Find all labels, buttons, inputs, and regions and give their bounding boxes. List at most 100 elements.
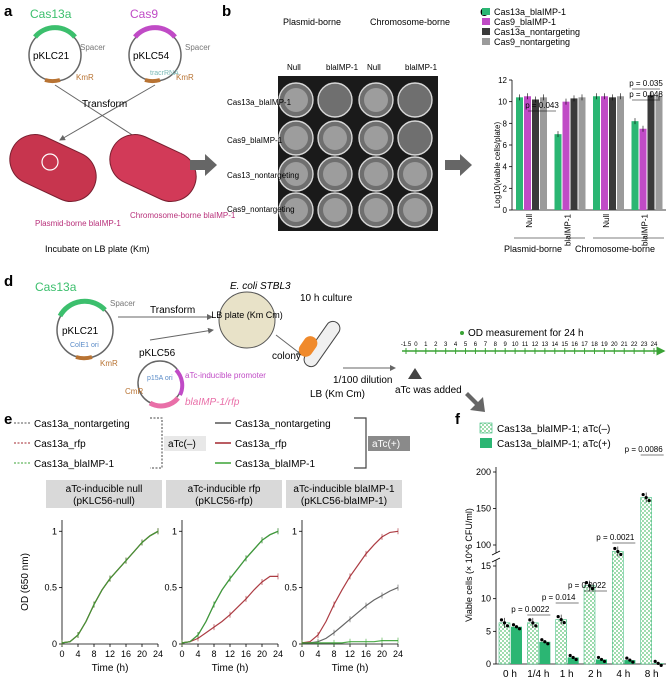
f-bar-minus-0 bbox=[498, 622, 511, 665]
c-bar-3-1 bbox=[639, 128, 647, 210]
panel-letter-e: e bbox=[4, 411, 12, 428]
f-ytick-high-label-2: 200 bbox=[476, 467, 491, 477]
d-insert-gene bbox=[148, 396, 180, 409]
f-dot-plus-5-1 bbox=[656, 661, 660, 665]
col-bla-2: blaIMP-1 bbox=[405, 63, 438, 72]
f-dot-plus-0-2 bbox=[517, 627, 522, 631]
f-bar-plus-4 bbox=[624, 660, 636, 664]
panel-letter-f: f bbox=[455, 411, 461, 428]
f-ytick-low-label-1: 5 bbox=[486, 626, 491, 636]
e-ytick-label-1-2: 1 bbox=[172, 526, 177, 536]
f-dot-minus-5-0 bbox=[641, 492, 645, 497]
d-atc-triangle bbox=[408, 368, 422, 379]
d-timeline-label-14: 13 bbox=[542, 342, 549, 348]
panel-d: d Cas13a pKLC21 Spacer ColE1 ori KmR Tra… bbox=[4, 273, 666, 412]
c-xtick-2: Null bbox=[602, 214, 611, 228]
d-timeline-label-16: 15 bbox=[561, 342, 568, 348]
d-timeline-label-18: 17 bbox=[581, 342, 588, 348]
panel-letter-d: d bbox=[4, 273, 13, 290]
c-legend: Cas13a_blaIMP-1Cas9_blaIMP-1Cas13a_nonta… bbox=[482, 7, 580, 47]
e-xtick-label-0-1: 4 bbox=[75, 649, 80, 659]
f-pvalue-0: p = 0.0022 bbox=[511, 605, 550, 614]
e-xtick-label-2-3: 12 bbox=[345, 649, 355, 659]
d-timeline-label-8: 7 bbox=[484, 342, 488, 348]
plate-colonies-r3-c2 bbox=[364, 198, 388, 222]
c-ytick-label-6: 6 bbox=[503, 141, 508, 150]
e-xtick-label-2-4: 16 bbox=[361, 649, 371, 659]
f-dot-minus-0-1 bbox=[502, 621, 507, 625]
f-xtick-2: 1 h bbox=[560, 669, 574, 680]
e-bracket-minus bbox=[150, 417, 163, 469]
d-timeline-label-15: 14 bbox=[551, 342, 558, 348]
e-xtick-label-2-2: 8 bbox=[331, 649, 336, 659]
e-title-box-1 bbox=[166, 480, 282, 508]
c-ytick-label-10: 10 bbox=[498, 98, 507, 107]
e-ytick-label-0-0: 0 bbox=[52, 639, 57, 649]
km-label-2: KmR bbox=[176, 73, 194, 82]
e-ytick-label-2-2: 1 bbox=[292, 526, 297, 536]
arrow-b-to-c bbox=[445, 154, 472, 176]
e-title-1-line1: aTc-inducible rfp bbox=[188, 484, 261, 495]
c-ytick-label-4: 4 bbox=[503, 163, 508, 172]
f-dot-plus-3-0 bbox=[596, 655, 601, 660]
plate-colonies-r0-c2 bbox=[364, 88, 388, 112]
c-group-chromosome: Chromosome-borne bbox=[575, 244, 655, 254]
f-dot-minus-1-2 bbox=[534, 624, 538, 628]
c-legend-label-1: Cas9_blaIMP-1 bbox=[494, 17, 556, 27]
c-pvalue-0: p = 0.043 bbox=[525, 101, 559, 110]
panel-b: b Plasmid-borne Chromosome-borne Null bl… bbox=[222, 3, 472, 231]
d-km-gene bbox=[75, 355, 93, 361]
panel-a: a Cas13a Cas9 pKLC21 Spacer KmR pKLC54 S… bbox=[4, 3, 236, 254]
e-atc-plus: aTc(+) bbox=[372, 439, 400, 450]
d-pklc21: pKLC21 bbox=[62, 326, 99, 337]
f-bar-plus-2 bbox=[567, 657, 579, 664]
d-timeline-label-13: 12 bbox=[532, 342, 539, 348]
f-xtick-0: 0 h bbox=[503, 669, 517, 680]
plate-colonies-r2-c2 bbox=[364, 162, 388, 186]
e-xtick-label-2-0: 0 bbox=[299, 649, 304, 659]
d-timeline-label-20: 19 bbox=[601, 342, 608, 348]
d-atc-added: aTc was added bbox=[395, 385, 462, 396]
plate-r1-c3 bbox=[397, 120, 433, 156]
f-dot-minus-3-1 bbox=[587, 584, 592, 588]
plate-colonies-r3-c3 bbox=[403, 198, 427, 222]
cas13a-gene bbox=[33, 25, 77, 39]
f-break-1 bbox=[491, 550, 501, 556]
d-promoter-gene bbox=[174, 368, 185, 396]
f-dot-minus-5-2 bbox=[647, 498, 651, 503]
d-timeline-label-22: 21 bbox=[621, 342, 628, 348]
f-dot-minus-4-2 bbox=[619, 552, 623, 557]
f-dot-plus-2-1 bbox=[571, 655, 575, 660]
e-xtick-label-1-5: 20 bbox=[257, 649, 267, 659]
f-pvalue-3: p = 0.0021 bbox=[596, 533, 635, 542]
d-timeline-label-3: 2 bbox=[434, 342, 438, 348]
cell-plasmid bbox=[9, 134, 97, 202]
f-legend-swatch-0 bbox=[479, 422, 493, 434]
d-culture: 10 h culture bbox=[300, 293, 353, 304]
f-dot-minus-0-0 bbox=[499, 618, 504, 622]
cas9-label: Cas9 bbox=[130, 7, 158, 21]
d-timeline-label-25: 24 bbox=[651, 342, 658, 348]
e-ytick-label-0-1: 0.5 bbox=[44, 583, 57, 593]
f-dot-minus-3-2 bbox=[590, 587, 595, 591]
f-ytick-high-label-1: 150 bbox=[476, 504, 491, 514]
plate-r0-c3 bbox=[397, 82, 433, 118]
d-timeline-label-0: -1.5 bbox=[401, 342, 412, 348]
e-series-0-1 bbox=[61, 530, 159, 644]
c-bar-0-2 bbox=[532, 99, 539, 210]
f-dot-plus-1-2 bbox=[546, 642, 550, 646]
e-title-1-line2: (pKLC56-rfp) bbox=[195, 496, 253, 507]
e-title-box-2 bbox=[286, 480, 402, 508]
f-break-2 bbox=[491, 557, 501, 563]
c-legend-label-3: Cas9_nontargeting bbox=[494, 37, 570, 47]
e-xtick-label-1-3: 12 bbox=[225, 649, 235, 659]
d-timeline-label-4: 3 bbox=[444, 342, 448, 348]
f-dot-plus-0-0 bbox=[511, 623, 516, 627]
chromosome-borne-label: Chromosome-borne blaIMP-1 bbox=[130, 211, 236, 220]
e-atc-plus-box bbox=[368, 436, 410, 451]
e-series-2-0 bbox=[302, 587, 399, 644]
spacer-label-2: Spacer bbox=[185, 43, 211, 52]
f-dot-minus-1-0 bbox=[528, 618, 532, 622]
f-dot-plus-2-0 bbox=[568, 653, 572, 658]
c-legend-swatch-0 bbox=[482, 8, 490, 15]
